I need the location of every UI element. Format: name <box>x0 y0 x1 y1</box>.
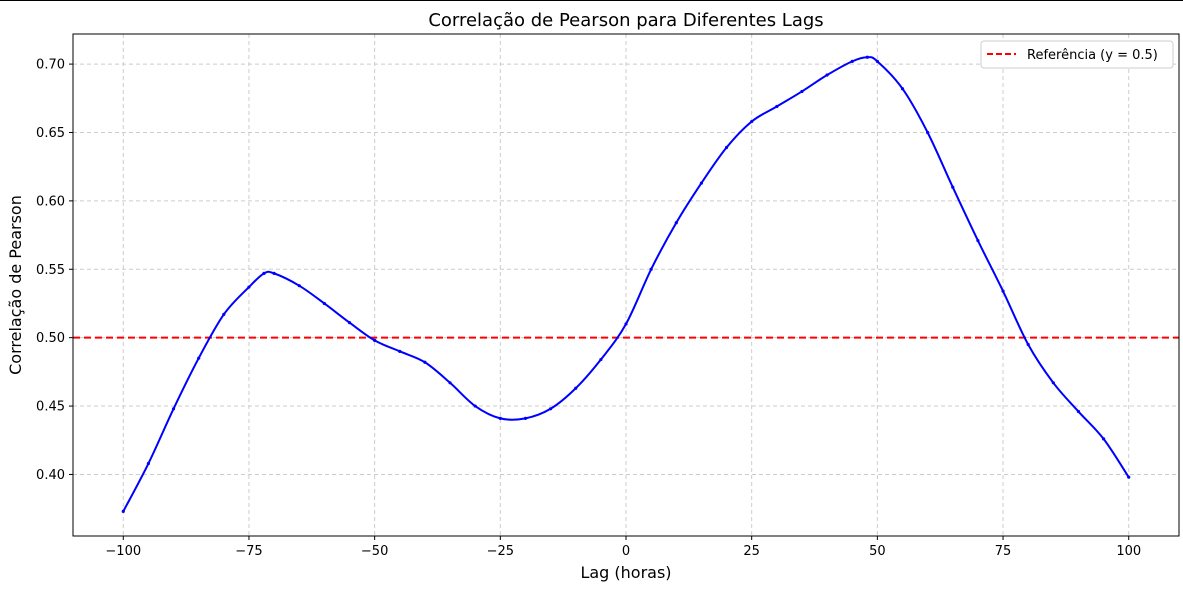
y-tick-label: 0.60 <box>36 194 65 209</box>
grid-lines <box>73 34 1179 536</box>
x-tick-label: 100 <box>1116 544 1141 559</box>
series-point <box>222 312 226 317</box>
series-point <box>976 238 980 243</box>
x-axis-label: Lag (horas) <box>580 563 671 582</box>
series-point <box>850 59 854 63</box>
legend-label: Referência (y = 0.5) <box>1027 48 1158 63</box>
series-point <box>146 461 151 466</box>
y-tick-label: 0.55 <box>36 263 65 278</box>
chart-title: Correlação de Pearson para Diferentes La… <box>428 10 823 31</box>
series-point <box>272 271 276 275</box>
series-point <box>1001 289 1005 293</box>
series-point <box>800 89 804 94</box>
plot-frame <box>72 33 1180 537</box>
series-point <box>347 321 352 325</box>
series-point <box>1026 342 1030 347</box>
series-point <box>1101 437 1106 441</box>
series-point <box>197 356 201 360</box>
series-point <box>247 285 251 289</box>
series-point <box>926 130 930 135</box>
x-tick-label: 25 <box>743 544 760 559</box>
series-point <box>373 338 377 342</box>
series-point <box>599 357 603 362</box>
series-point <box>171 407 176 411</box>
series-point <box>473 404 477 408</box>
series-point <box>574 386 578 390</box>
y-tick-label: 0.40 <box>36 468 65 483</box>
series-layer <box>121 55 1131 513</box>
series-point <box>423 360 427 364</box>
series-point <box>724 145 729 150</box>
series-point <box>699 181 704 185</box>
x-tick-label: −50 <box>361 544 388 559</box>
top-border <box>0 0 1183 1</box>
x-axis-ticks: −100 −75 −50 −25 0 25 50 75 100 <box>105 536 1141 559</box>
y-tick-label: 0.70 <box>36 58 65 73</box>
series-point <box>674 221 678 225</box>
series-point <box>523 416 528 420</box>
series-point <box>825 73 829 77</box>
series-point <box>649 267 653 271</box>
x-tick-label: 75 <box>995 544 1012 559</box>
series-point <box>498 416 502 420</box>
series-point <box>262 271 266 275</box>
legend-box <box>980 40 1174 69</box>
legend: Referência (y = 0.5) <box>980 40 1174 69</box>
series-point <box>448 381 452 385</box>
series-point <box>624 322 628 326</box>
series-point <box>900 87 905 91</box>
y-tick-label: 0.65 <box>36 126 65 141</box>
x-tick-label: −100 <box>105 544 141 559</box>
series-point <box>750 119 754 124</box>
series-point <box>297 284 301 288</box>
x-tick-label: −75 <box>235 544 262 559</box>
y-tick-label: 0.45 <box>36 400 65 415</box>
series-point <box>1051 381 1055 385</box>
series-point <box>322 301 326 306</box>
y-tick-label: 0.50 <box>36 331 65 346</box>
x-tick-label: −25 <box>487 544 514 559</box>
series-point <box>775 104 779 109</box>
series-point <box>1127 475 1131 479</box>
series-point <box>865 55 869 59</box>
series-point <box>548 407 553 411</box>
y-axis-ticks: 0.40 0.45 0.50 0.55 0.60 0.65 0.70 <box>36 58 73 483</box>
series-point <box>951 185 955 189</box>
y-axis-label: Correlação de Pearson <box>6 195 25 375</box>
series-point <box>1076 409 1081 414</box>
x-tick-label: 0 <box>622 544 630 559</box>
series-point <box>398 349 402 353</box>
series-point <box>121 509 125 513</box>
x-tick-label: 50 <box>869 544 886 559</box>
series-point <box>875 59 879 63</box>
